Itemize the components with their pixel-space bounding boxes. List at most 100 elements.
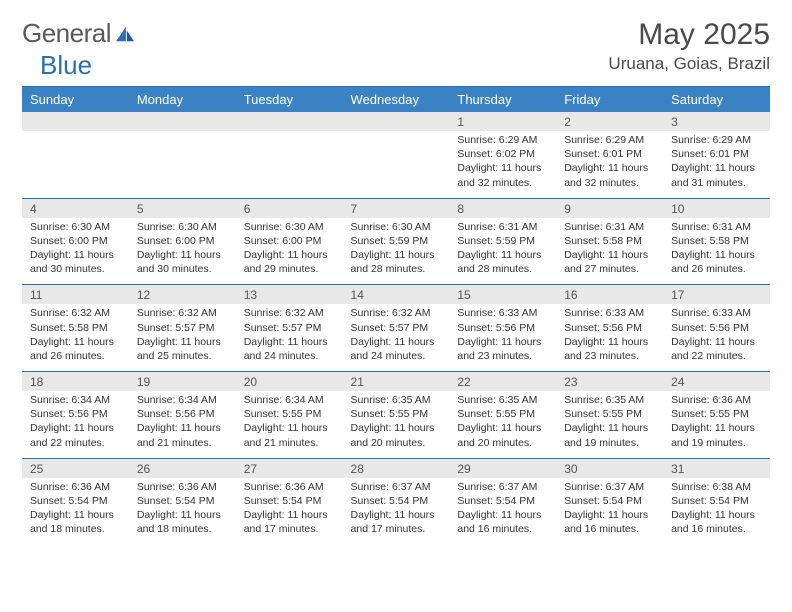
day-number: 12 bbox=[129, 285, 236, 304]
sunset-line: Sunset: 6:01 PM bbox=[564, 147, 655, 161]
sunrise-line: Sunrise: 6:32 AM bbox=[351, 306, 442, 320]
sunrise-line: Sunrise: 6:32 AM bbox=[244, 306, 335, 320]
day-details: Sunrise: 6:32 AMSunset: 5:57 PMDaylight:… bbox=[343, 304, 450, 371]
day-details: Sunrise: 6:30 AMSunset: 6:00 PMDaylight:… bbox=[129, 218, 236, 285]
day-details: Sunrise: 6:35 AMSunset: 5:55 PMDaylight:… bbox=[556, 391, 663, 458]
day-number: 4 bbox=[22, 199, 129, 218]
daylight-line: Daylight: 11 hours and 24 minutes. bbox=[351, 335, 442, 363]
sunrise-line: Sunrise: 6:36 AM bbox=[30, 480, 121, 494]
sunset-line: Sunset: 5:58 PM bbox=[30, 321, 121, 335]
logo-sail-icon bbox=[114, 25, 136, 43]
day-details: Sunrise: 6:33 AMSunset: 5:56 PMDaylight:… bbox=[556, 304, 663, 371]
day-number: 20 bbox=[236, 372, 343, 391]
location-label: Uruana, Goias, Brazil bbox=[608, 54, 770, 74]
daylight-line: Daylight: 11 hours and 17 minutes. bbox=[351, 508, 442, 536]
dow-header-row: Sunday Monday Tuesday Wednesday Thursday… bbox=[22, 87, 770, 113]
day-number: 17 bbox=[663, 285, 770, 304]
day-number: 30 bbox=[556, 459, 663, 478]
sunrise-line: Sunrise: 6:31 AM bbox=[564, 220, 655, 234]
day-number: 24 bbox=[663, 372, 770, 391]
day-number: 19 bbox=[129, 372, 236, 391]
sunset-line: Sunset: 5:55 PM bbox=[457, 407, 548, 421]
sunrise-line: Sunrise: 6:33 AM bbox=[457, 306, 548, 320]
day-details: Sunrise: 6:37 AMSunset: 5:54 PMDaylight:… bbox=[343, 478, 450, 545]
logo: General bbox=[22, 18, 138, 49]
title-block: May 2025 Uruana, Goias, Brazil bbox=[608, 18, 770, 74]
day-number: 27 bbox=[236, 459, 343, 478]
day-details: Sunrise: 6:34 AMSunset: 5:56 PMDaylight:… bbox=[22, 391, 129, 458]
daylight-line: Daylight: 11 hours and 21 minutes. bbox=[244, 421, 335, 449]
sunset-line: Sunset: 6:00 PM bbox=[137, 234, 228, 248]
daylight-line: Daylight: 11 hours and 26 minutes. bbox=[30, 335, 121, 363]
day-details: Sunrise: 6:31 AMSunset: 5:59 PMDaylight:… bbox=[449, 218, 556, 285]
day-number: 23 bbox=[556, 372, 663, 391]
daynum-row: 45678910 bbox=[22, 199, 770, 218]
sunrise-line: Sunrise: 6:37 AM bbox=[457, 480, 548, 494]
sunset-line: Sunset: 5:57 PM bbox=[351, 321, 442, 335]
daylight-line: Daylight: 11 hours and 32 minutes. bbox=[457, 161, 548, 189]
sunrise-line: Sunrise: 6:35 AM bbox=[564, 393, 655, 407]
day-empty bbox=[22, 131, 129, 198]
daylight-line: Daylight: 11 hours and 29 minutes. bbox=[244, 248, 335, 276]
sunrise-line: Sunrise: 6:32 AM bbox=[30, 306, 121, 320]
day-number: 8 bbox=[449, 199, 556, 218]
dow-monday: Monday bbox=[129, 87, 236, 113]
sunrise-line: Sunrise: 6:30 AM bbox=[351, 220, 442, 234]
sunset-line: Sunset: 5:56 PM bbox=[457, 321, 548, 335]
daylight-line: Daylight: 11 hours and 20 minutes. bbox=[351, 421, 442, 449]
sunrise-line: Sunrise: 6:33 AM bbox=[564, 306, 655, 320]
daynum-row: 18192021222324 bbox=[22, 372, 770, 391]
detail-row: Sunrise: 6:29 AM Sunset: 6:02 PMDaylight:… bbox=[22, 131, 770, 198]
day-details: Sunrise: 6:32 AMSunset: 5:57 PMDaylight:… bbox=[236, 304, 343, 371]
daylight-line: Daylight: 11 hours and 26 minutes. bbox=[671, 248, 762, 276]
sunset-line: Sunset: 6:01 PM bbox=[671, 147, 762, 161]
day-number: 28 bbox=[343, 459, 450, 478]
daylight-line: Daylight: 11 hours and 18 minutes. bbox=[30, 508, 121, 536]
day-details: Sunrise: 6:30 AMSunset: 6:00 PMDaylight:… bbox=[22, 218, 129, 285]
sunrise-line: Sunrise: 6:36 AM bbox=[671, 393, 762, 407]
detail-row: Sunrise: 6:30 AMSunset: 6:00 PMDaylight:… bbox=[22, 218, 770, 285]
sunrise-line: Sunrise: 6:31 AM bbox=[457, 220, 548, 234]
sunset-line: Sunset: 6:02 PM bbox=[457, 147, 548, 161]
day-details: Sunrise: 6:34 AMSunset: 5:55 PMDaylight:… bbox=[236, 391, 343, 458]
sunrise-line: Sunrise: 6:37 AM bbox=[564, 480, 655, 494]
daylight-line: Daylight: 11 hours and 20 minutes. bbox=[457, 421, 548, 449]
sunrise-line: Sunrise: 6:29 AM bbox=[564, 133, 655, 147]
sunrise-line: Sunrise: 6:33 AM bbox=[671, 306, 762, 320]
calendar-table: Sunday Monday Tuesday Wednesday Thursday… bbox=[22, 86, 770, 544]
day-number: 15 bbox=[449, 285, 556, 304]
day-empty bbox=[236, 131, 343, 198]
daylight-line: Daylight: 11 hours and 17 minutes. bbox=[244, 508, 335, 536]
day-details: Sunrise: 6:37 AMSunset: 5:54 PMDaylight:… bbox=[556, 478, 663, 545]
sunrise-line: Sunrise: 6:31 AM bbox=[671, 220, 762, 234]
detail-row: Sunrise: 6:34 AMSunset: 5:56 PMDaylight:… bbox=[22, 391, 770, 458]
day-number: 22 bbox=[449, 372, 556, 391]
day-details: Sunrise: 6:35 AMSunset: 5:55 PMDaylight:… bbox=[449, 391, 556, 458]
sunset-line: Sunset: 5:59 PM bbox=[351, 234, 442, 248]
day-empty bbox=[343, 131, 450, 198]
daynum-row: 11121314151617 bbox=[22, 285, 770, 304]
sunset-line: Sunset: 5:59 PM bbox=[457, 234, 548, 248]
sunset-line: Sunset: 5:57 PM bbox=[137, 321, 228, 335]
dow-wednesday: Wednesday bbox=[343, 87, 450, 113]
daylight-line: Daylight: 11 hours and 27 minutes. bbox=[564, 248, 655, 276]
day-number: 14 bbox=[343, 285, 450, 304]
daynum-row: 25262728293031 bbox=[22, 459, 770, 478]
sunrise-line: Sunrise: 6:30 AM bbox=[244, 220, 335, 234]
sunset-line: Sunset: 5:54 PM bbox=[351, 494, 442, 508]
sunset-line: Sunset: 5:56 PM bbox=[564, 321, 655, 335]
day-details: Sunrise: 6:35 AMSunset: 5:55 PMDaylight:… bbox=[343, 391, 450, 458]
daylight-line: Daylight: 11 hours and 24 minutes. bbox=[244, 335, 335, 363]
sunset-line: Sunset: 5:54 PM bbox=[244, 494, 335, 508]
dow-friday: Friday bbox=[556, 87, 663, 113]
sunset-line: Sunset: 5:56 PM bbox=[137, 407, 228, 421]
day-details: Sunrise: 6:29 AMSunset: 6:01 PMDaylight:… bbox=[556, 131, 663, 198]
sunset-line: Sunset: 6:00 PM bbox=[244, 234, 335, 248]
day-number: 6 bbox=[236, 199, 343, 218]
daylight-line: Daylight: 11 hours and 19 minutes. bbox=[564, 421, 655, 449]
day-details: Sunrise: 6:30 AMSunset: 6:00 PMDaylight:… bbox=[236, 218, 343, 285]
sunrise-line: Sunrise: 6:36 AM bbox=[244, 480, 335, 494]
daynum-row: 123 bbox=[22, 112, 770, 131]
daylight-line: Daylight: 11 hours and 16 minutes. bbox=[564, 508, 655, 536]
day-number: 31 bbox=[663, 459, 770, 478]
